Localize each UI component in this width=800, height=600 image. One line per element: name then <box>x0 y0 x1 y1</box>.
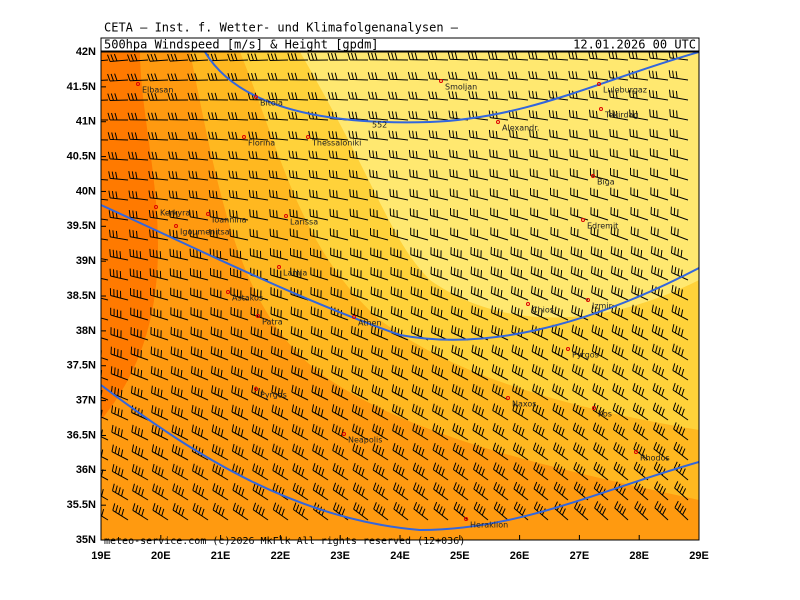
city-label: Smoljan <box>445 83 477 92</box>
city-label: Elbasan <box>142 86 173 95</box>
city-label: Edremit <box>587 222 618 231</box>
lat-label: 41.5N <box>67 81 96 93</box>
lon-label: 19E <box>91 550 111 562</box>
lat-label: 36.5N <box>67 429 96 441</box>
cities: Elbasan Bitola Florina Thessaloniki Smoljan L… <box>136 79 670 530</box>
lat-label: 35N <box>76 534 96 546</box>
city-dot <box>352 315 356 319</box>
city-label: Biga <box>597 178 615 187</box>
city-dot <box>634 450 638 454</box>
lon-label: 22E <box>271 550 291 562</box>
city-label: Florina <box>248 139 275 148</box>
city-label: Rhodos <box>640 454 670 463</box>
city-label: Tekirdag <box>604 111 639 120</box>
barb-field <box>101 52 689 521</box>
city-label: Igoumenitsa <box>180 228 230 237</box>
city-label: Pyrgos <box>260 391 287 400</box>
city-dot <box>277 265 281 269</box>
contour-label: 552 <box>372 121 387 130</box>
lon-label: 25E <box>450 550 470 562</box>
lat-label: 41N <box>76 116 96 128</box>
lat-label: 42N <box>76 46 96 58</box>
city-label: Alexandr. <box>502 124 539 133</box>
city-dot <box>226 290 230 294</box>
lon-label: 23E <box>330 550 350 562</box>
city-dot <box>566 347 570 351</box>
lat-label: 40.5N <box>67 150 96 162</box>
city-label: Chios <box>532 306 554 315</box>
city-label: Kerkyra <box>160 209 190 218</box>
lat-label: 39.5N <box>67 220 96 232</box>
lon-label: 26E <box>510 550 530 562</box>
city-dot <box>206 212 210 216</box>
city-dot <box>254 387 258 391</box>
lat-label: 37N <box>76 395 96 407</box>
valid-time: 12.01.2026 00 UTC <box>573 38 696 52</box>
city-label: Ioannina <box>212 216 247 225</box>
city-dot <box>586 298 590 302</box>
city-dot <box>526 302 530 306</box>
lat-label: 39N <box>76 255 96 267</box>
city-dot <box>591 174 595 178</box>
lon-label: 27E <box>570 550 590 562</box>
footer: meteo-service.com (c)2026 MkFlk All righ… <box>104 536 465 547</box>
city-label: Luleburgaz <box>603 86 647 95</box>
city-dot <box>342 432 346 436</box>
city-label: Thessaloniki <box>311 139 361 148</box>
city-dot <box>306 135 310 139</box>
product: 500hpa Windspeed [m/s] & Height [gpdm] <box>104 38 379 52</box>
lat-label: 37.5N <box>67 360 96 372</box>
city-dot <box>496 120 500 124</box>
city-dot <box>284 214 288 218</box>
institute: CETA – Inst. f. Wetter- und Klimafolgena… <box>104 21 459 35</box>
lon-label: 20E <box>151 550 171 562</box>
city-label: Astakos <box>232 294 263 303</box>
city-label: Athen <box>358 319 382 328</box>
city-dot <box>174 224 178 228</box>
lat-label: 38N <box>76 325 96 337</box>
lon-label: 24E <box>390 550 410 562</box>
city-dot <box>439 79 443 83</box>
lon-label: 21E <box>211 550 231 562</box>
lat-label: 38.5N <box>67 290 96 302</box>
lat-label: 40N <box>76 185 96 197</box>
wind-barbs <box>101 52 689 521</box>
city-dot <box>256 314 260 318</box>
city-dot <box>592 406 596 410</box>
city-dot <box>136 82 140 86</box>
city-label: Bitola <box>260 99 283 108</box>
city-dot <box>254 95 258 99</box>
contours <box>101 52 699 532</box>
lat-label: 36N <box>76 464 96 476</box>
city-dot <box>154 205 158 209</box>
axes: 42N 41.5N 41N 40.5N 40N 39.5N 39N 38.5N 38N 37.5N… <box>67 46 709 562</box>
city-dot <box>599 107 603 111</box>
lon-label: 28E <box>629 550 649 562</box>
city-label: Lamia <box>283 269 307 278</box>
city-dot <box>581 218 585 222</box>
city-label: Neapolis <box>348 436 382 445</box>
city-dot <box>597 82 601 86</box>
city-dot <box>464 517 468 521</box>
city-dot <box>242 135 246 139</box>
city-label: Patra <box>262 318 283 327</box>
header-bar <box>100 37 700 52</box>
city-label: Heraklion <box>470 521 508 530</box>
city-label: Izmir <box>592 302 613 311</box>
shading <box>101 52 699 540</box>
city-dot <box>506 396 510 400</box>
city-label: Larissa <box>290 218 318 227</box>
city-label: Pyrgos <box>572 351 599 360</box>
lon-label: 29E <box>689 550 709 562</box>
city-label: Kos <box>598 410 612 419</box>
lat-label: 35.5N <box>67 499 96 511</box>
city-label: Naxos <box>512 400 536 409</box>
